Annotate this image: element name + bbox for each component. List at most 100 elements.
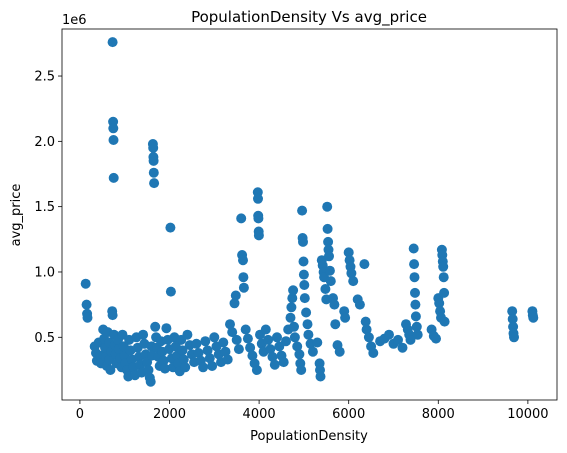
- data-point: [292, 341, 303, 352]
- x-tick-label: 10000: [507, 407, 548, 422]
- data-point: [299, 293, 310, 304]
- data-point: [180, 362, 191, 373]
- data-point: [107, 310, 118, 321]
- data-point: [299, 280, 310, 290]
- data-point: [410, 311, 421, 322]
- data-point: [225, 319, 235, 330]
- data-point: [320, 284, 331, 294]
- x-axis-label: PopulationDensity: [250, 429, 368, 444]
- data-point: [301, 307, 312, 318]
- data-point: [329, 299, 340, 310]
- data-point: [281, 336, 291, 347]
- data-point: [269, 359, 280, 370]
- data-point: [233, 344, 244, 355]
- y-tick-label: 1.0: [34, 265, 55, 280]
- data-point: [393, 334, 403, 345]
- data-point: [325, 276, 336, 287]
- data-point: [149, 178, 160, 189]
- data-point: [108, 172, 119, 183]
- data-point: [220, 346, 231, 357]
- data-point: [528, 312, 539, 323]
- y-tick-label: 2.0: [34, 135, 55, 150]
- y-axis-label: avg_price: [9, 184, 24, 247]
- data-point: [218, 337, 229, 348]
- data-point: [82, 312, 93, 323]
- data-point: [148, 155, 159, 166]
- data-point: [410, 287, 420, 298]
- data-point: [405, 334, 416, 345]
- data-point: [177, 345, 188, 356]
- data-point: [150, 321, 161, 332]
- data-point: [165, 222, 176, 233]
- data-point: [434, 298, 445, 309]
- data-point: [253, 213, 264, 224]
- data-point: [296, 365, 307, 375]
- data-point: [108, 135, 119, 145]
- x-tick-label: 4000: [243, 407, 276, 422]
- data-point: [236, 213, 247, 224]
- data-point: [438, 272, 449, 283]
- data-point: [439, 287, 450, 298]
- data-point: [200, 336, 211, 347]
- data-point: [105, 365, 116, 375]
- y-tick-label: 0.5: [34, 331, 55, 346]
- data-point: [267, 351, 278, 362]
- data-point: [312, 337, 323, 348]
- data-point: [297, 205, 308, 216]
- data-point: [247, 350, 258, 361]
- data-point: [285, 312, 296, 323]
- y-tick-label: 1.5: [34, 200, 55, 215]
- y-ticks: 0.5 1.0 1.5 2.0 2.5: [34, 70, 62, 346]
- data-point: [354, 299, 365, 310]
- data-point: [238, 272, 249, 283]
- data-point: [81, 299, 92, 310]
- data-point: [204, 353, 215, 364]
- data-point: [245, 342, 256, 353]
- data-point: [340, 312, 351, 323]
- data-point: [410, 299, 421, 310]
- data-point: [330, 319, 341, 330]
- data-point: [265, 344, 276, 355]
- data-point: [143, 365, 154, 375]
- data-point: [298, 269, 309, 280]
- data-point: [302, 319, 313, 330]
- data-point: [107, 37, 118, 48]
- data-point: [334, 346, 345, 357]
- data-point: [238, 282, 249, 293]
- data-point: [307, 346, 318, 357]
- data-point: [148, 167, 159, 178]
- data-point: [230, 290, 241, 301]
- data-point: [360, 316, 371, 327]
- data-point: [202, 345, 213, 356]
- data-point: [108, 123, 119, 134]
- data-point: [368, 348, 379, 358]
- data-point: [343, 247, 354, 258]
- data-point: [191, 338, 202, 349]
- y-tick-label: 2.5: [34, 70, 55, 85]
- data-point: [439, 316, 450, 327]
- data-point: [251, 365, 262, 375]
- data-point: [253, 193, 263, 204]
- data-point: [209, 332, 220, 343]
- data-point: [222, 354, 233, 365]
- x-tick-label: 8000: [422, 407, 455, 422]
- data-point: [145, 376, 156, 387]
- chart-title: PopulationDensity Vs avg_price: [191, 8, 427, 27]
- data-point: [278, 357, 289, 368]
- data-point: [361, 324, 372, 335]
- data-point: [263, 334, 274, 345]
- data-point: [294, 349, 305, 360]
- data-point: [409, 272, 420, 283]
- data-point: [298, 256, 309, 267]
- data-point: [509, 332, 519, 343]
- data-point: [182, 329, 193, 340]
- data-point: [207, 361, 218, 371]
- data-point: [324, 265, 335, 276]
- data-point: [286, 302, 297, 313]
- data-point: [165, 286, 176, 297]
- data-point: [289, 332, 300, 343]
- data-point: [231, 334, 242, 345]
- data-point: [363, 332, 374, 343]
- data-point: [253, 230, 264, 241]
